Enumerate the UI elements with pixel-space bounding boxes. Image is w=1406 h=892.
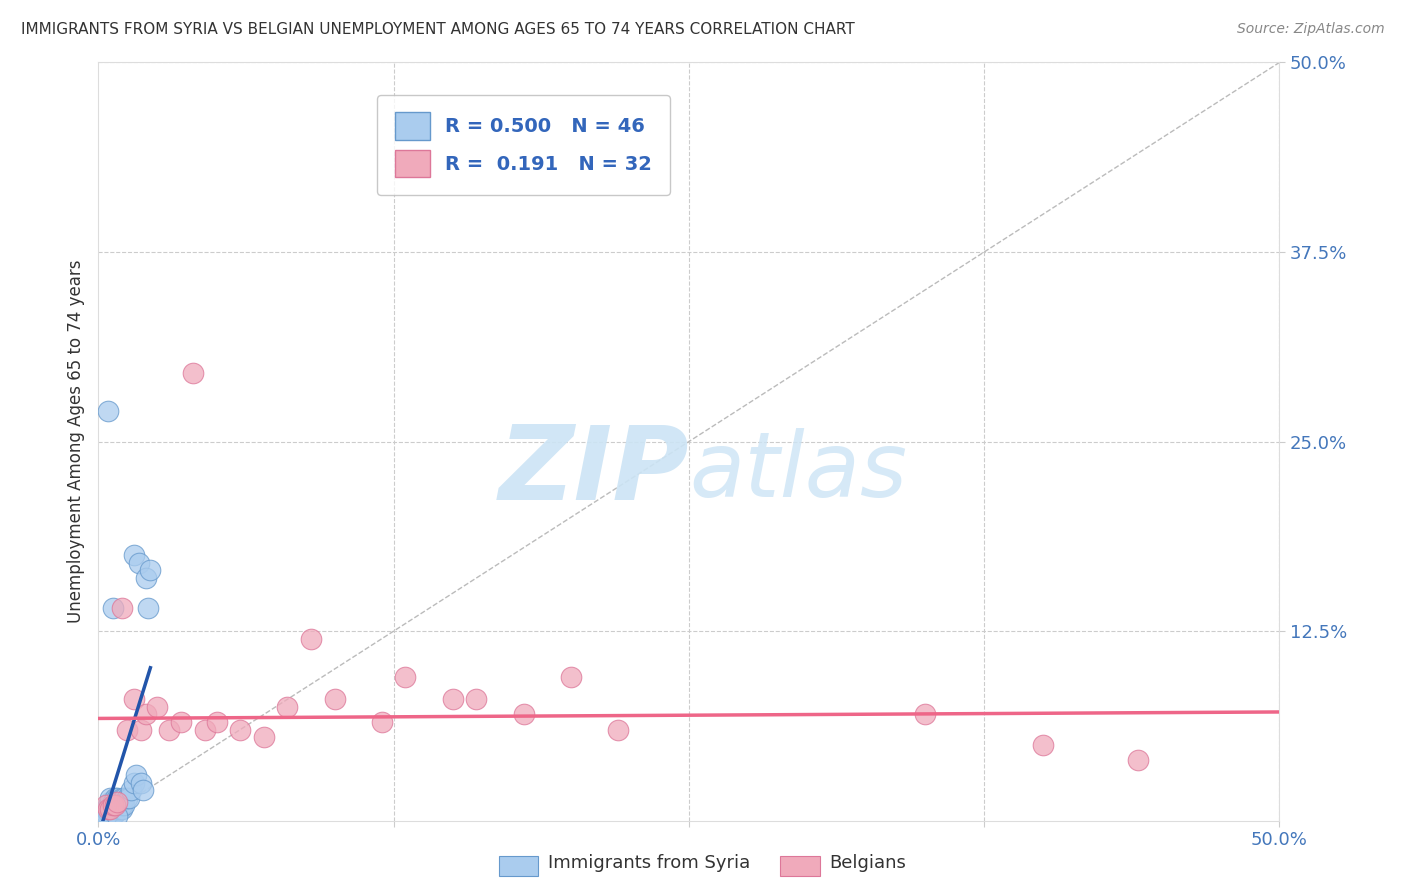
Point [108,796,131,810]
Point [121,783,143,797]
Text: ZIP: ZIP [498,421,689,523]
Point [98,796,121,810]
Point [101,801,124,815]
Point [94,798,117,813]
Point [129,723,152,737]
Point [323,692,346,706]
Point [94,801,117,815]
Point [253,730,276,744]
Point [914,707,936,722]
Point [205,715,228,730]
Point [394,669,416,683]
Point [112,791,135,805]
Point [104,801,127,815]
Point [101,601,124,615]
Point [560,669,582,683]
Point [132,783,155,797]
Point [136,601,159,615]
Point [157,723,180,737]
Point [135,571,157,585]
Point [105,801,128,815]
Point [97,801,120,815]
Text: Immigrants from Syria: Immigrants from Syria [548,855,751,872]
Text: IMMIGRANTS FROM SYRIA VS BELGIAN UNEMPLOYMENT AMONG AGES 65 TO 74 YEARS CORRELAT: IMMIGRANTS FROM SYRIA VS BELGIAN UNEMPLO… [21,22,855,37]
Point [111,791,134,805]
Point [112,798,135,813]
Point [111,798,134,813]
Point [98,801,121,815]
Point [98,803,121,817]
Point [104,791,127,805]
Point [607,723,630,737]
Point [229,723,252,737]
Point [97,801,120,815]
Point [115,791,138,805]
Point [122,776,145,790]
Point [512,707,534,722]
Point [91,806,114,821]
Point [105,798,128,813]
Point [98,791,121,805]
Legend: R = 0.500   N = 46, R =  0.191   N = 32: R = 0.500 N = 46, R = 0.191 N = 32 [377,95,669,194]
Point [122,692,145,706]
Point [104,806,127,821]
Point [122,548,145,563]
Point [125,768,148,782]
Point [101,796,124,810]
Point [98,801,121,815]
Text: atlas: atlas [689,428,907,516]
Y-axis label: Unemployment Among Ages 65 to 74 years: Unemployment Among Ages 65 to 74 years [66,260,84,624]
Point [94,809,117,823]
Point [181,366,204,380]
Point [104,798,127,813]
Point [276,699,298,714]
Point [146,699,169,714]
Point [170,715,193,730]
Point [129,776,152,790]
Point [108,801,131,815]
Point [97,805,120,819]
Point [105,809,128,823]
Point [128,556,150,570]
Point [101,798,124,813]
Point [101,806,124,821]
Point [465,692,488,706]
Point [299,632,322,646]
Point [98,798,121,813]
Point [94,806,117,821]
Point [1032,738,1054,752]
Point [111,601,134,615]
Point [97,798,120,813]
Point [441,692,464,706]
Text: Belgians: Belgians [830,855,907,872]
Point [104,798,127,813]
Point [105,791,128,805]
Point [101,798,124,813]
Point [371,715,394,730]
Point [118,791,141,805]
Point [135,707,157,722]
Point [98,806,121,821]
Point [97,404,120,418]
Point [1126,753,1149,767]
Point [111,801,134,815]
Point [115,723,138,737]
Text: Source: ZipAtlas.com: Source: ZipAtlas.com [1237,22,1385,37]
Point [139,564,162,578]
Point [105,796,128,810]
Point [194,723,217,737]
